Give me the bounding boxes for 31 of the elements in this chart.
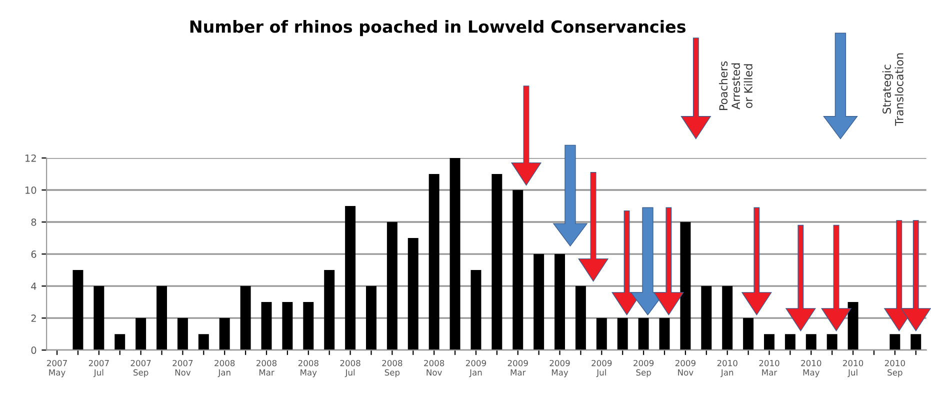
y-tick-label: 6: [31, 250, 36, 258]
x-tick-label: 2008 Nov: [424, 360, 444, 376]
x-tick-label: 2009 Jan: [466, 360, 486, 378]
y-tick-label: 10: [26, 186, 36, 194]
x-tick-label: 2008 Sep: [382, 360, 402, 378]
y-tick-label: 2: [31, 314, 36, 322]
y-tick-label: 4: [31, 282, 36, 290]
x-tick-label: 2009 Mar: [508, 360, 528, 376]
x-tick-label: 2008 Mar: [256, 360, 277, 376]
x-tick-label: 2007 Sep: [130, 360, 151, 378]
y-tick-label: 8: [31, 218, 36, 226]
x-tick-label: 2009 Jul: [592, 360, 612, 378]
x-tick-label: 2010 Jul: [843, 360, 864, 378]
y-tick-label: 12: [26, 154, 36, 162]
x-tick-label: 2007 Jul: [88, 360, 109, 378]
x-tick-label: 2008 May: [298, 360, 318, 378]
x-tick-label: 2009 Nov: [675, 360, 696, 376]
x-tick-label: 2007 May: [47, 360, 67, 378]
x-tick-label: 2007 Nov: [172, 360, 193, 376]
x-tick-label: 2008 Jul: [340, 360, 360, 378]
text: Strategic Translocation: [882, 53, 904, 126]
x-tick-label: 2008 Jan: [214, 360, 235, 378]
chart-title: Number of rhinos poached in Lowveld Conservancies: [190, 20, 686, 36]
x-tick-label: 2010 Sep: [884, 360, 905, 378]
x-tick-label: 2009 May: [550, 360, 570, 378]
x-tick-label: 2010 Jan: [717, 360, 738, 378]
text: Poachers Arrested or Killed: [718, 61, 752, 110]
x-tick-label: 2010 Mar: [759, 360, 780, 376]
x-tick-label: 2009 Sep: [634, 360, 654, 378]
y-tick-label: 0: [31, 346, 36, 354]
x-tick-label: 2010 May: [801, 360, 822, 378]
